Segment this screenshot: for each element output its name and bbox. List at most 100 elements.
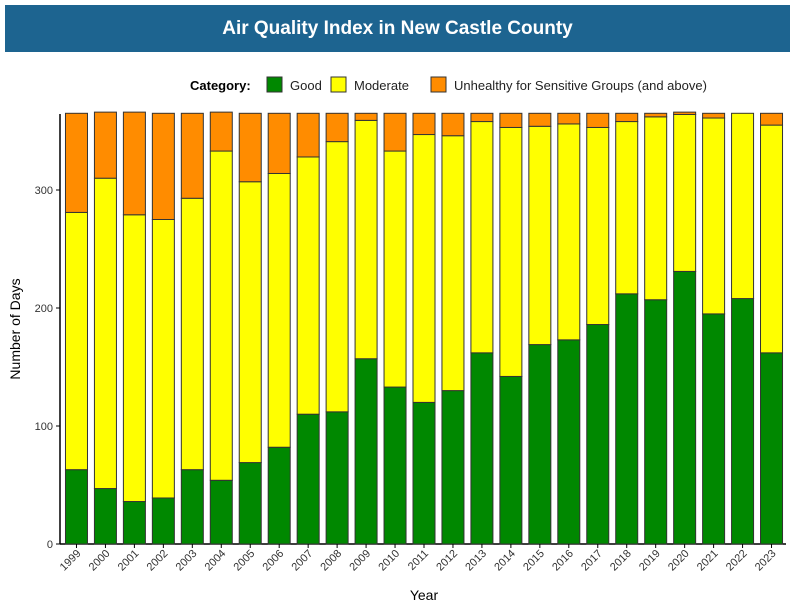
bar-moderate-2005 [238, 181, 262, 464]
x-tick-label: 2004 [203, 548, 229, 574]
bar-moderate-2016 [557, 123, 581, 341]
legend-label-2: Moderate [354, 78, 409, 93]
bar-good-2008 [325, 411, 349, 545]
bar-unhealthy-2016 [557, 112, 581, 125]
bar-moderate-2021 [702, 117, 726, 315]
x-tick-label: 2020 [666, 548, 692, 574]
bar-good-2012 [441, 390, 465, 545]
bar-good-2018 [615, 293, 639, 545]
bar-unhealthy-2007 [296, 112, 320, 158]
legend-swatch-1 [266, 76, 283, 93]
x-tick-label: 2008 [318, 548, 344, 574]
x-tick-label: 2003 [174, 548, 200, 574]
x-tick-label: 2016 [550, 548, 576, 574]
bar-unhealthy-2018 [615, 112, 639, 123]
x-tick-label: 2018 [608, 548, 634, 574]
y-axis-title: Number of Days [7, 278, 23, 379]
bar-moderate-2007 [296, 156, 320, 415]
bar-good-2009 [354, 358, 378, 545]
bar-good-2019 [644, 299, 668, 545]
x-tick-label: 2002 [145, 548, 171, 574]
bar-good-2003 [180, 469, 204, 545]
bar-unhealthy-2014 [499, 112, 523, 128]
x-tick-label: 2012 [434, 548, 460, 574]
x-tick-label: 2009 [347, 548, 373, 574]
bar-moderate-2022 [731, 112, 755, 300]
bar-moderate-2003 [180, 197, 204, 471]
bar-good-2023 [760, 352, 784, 545]
bar-good-2010 [383, 386, 407, 545]
bar-unhealthy-2017 [586, 112, 610, 128]
legend-title: Category: [190, 78, 251, 93]
x-tick-label: 2011 [406, 548, 431, 573]
x-tick-label: 2017 [579, 548, 605, 574]
bar-unhealthy-2021 [702, 112, 726, 119]
x-tick-label: 2023 [753, 548, 779, 574]
bar-moderate-2001 [122, 214, 146, 503]
bar-unhealthy-2004 [209, 111, 233, 152]
x-tick-label: 2010 [376, 548, 402, 574]
bar-unhealthy-2009 [354, 112, 378, 121]
x-tick-label: 2021 [695, 548, 721, 574]
legend-swatch-2 [330, 76, 347, 93]
legend-label-1: Good [290, 78, 322, 93]
bar-good-2016 [557, 339, 581, 545]
x-tick-label: 2013 [463, 548, 489, 574]
legend-swatch-3 [430, 76, 447, 93]
bar-good-2000 [93, 488, 117, 545]
bar-unhealthy-2005 [238, 112, 262, 183]
bar-moderate-2012 [441, 135, 465, 392]
y-tick-label: 0 [47, 539, 53, 551]
bar-unhealthy-2002 [151, 112, 175, 220]
x-tick-label: 2007 [289, 548, 315, 574]
bar-unhealthy-1999 [64, 112, 88, 213]
bar-moderate-2010 [383, 150, 407, 388]
bar-unhealthy-2001 [122, 111, 146, 216]
bar-good-2002 [151, 497, 175, 545]
bar-good-2014 [499, 375, 523, 545]
x-tick-label: 2019 [637, 548, 663, 574]
x-tick-label: 2005 [232, 548, 258, 574]
x-tick-label: 2014 [492, 548, 518, 574]
bar-moderate-2002 [151, 219, 175, 499]
bar-unhealthy-2010 [383, 112, 407, 152]
legend-label-3: Unhealthy for Sensitive Groups (and abov… [454, 78, 707, 93]
bar-moderate-2004 [209, 150, 233, 481]
chart-title: Air Quality Index in New Castle County [5, 5, 790, 52]
x-tick-label: 2022 [724, 548, 750, 574]
bar-good-2020 [673, 270, 697, 545]
bar-good-2022 [731, 298, 755, 545]
bar-good-2005 [238, 462, 262, 545]
bar-moderate-2008 [325, 141, 349, 413]
bar-unhealthy-2003 [180, 112, 204, 199]
bar-unhealthy-2015 [528, 112, 552, 127]
x-axis-title: Year [410, 587, 439, 603]
x-tick-label: 2000 [87, 548, 113, 574]
bar-good-2011 [412, 401, 436, 545]
y-tick-label: 300 [35, 185, 53, 197]
bar-moderate-2020 [673, 113, 697, 272]
x-tick-label: 2006 [261, 548, 287, 574]
y-tick-label: 100 [35, 421, 53, 433]
bar-unhealthy-2006 [267, 112, 291, 174]
bar-unhealthy-2013 [470, 112, 494, 123]
bar-unhealthy-2020 [673, 111, 697, 115]
bar-moderate-2015 [528, 125, 552, 346]
bar-moderate-2011 [412, 134, 436, 403]
y-tick-label: 200 [35, 303, 53, 315]
bar-good-2001 [122, 501, 146, 545]
bar-moderate-2000 [93, 177, 117, 490]
bar-unhealthy-2008 [325, 112, 349, 143]
bar-good-2013 [470, 352, 494, 545]
bar-unhealthy-2000 [93, 111, 117, 179]
bar-good-2006 [267, 446, 291, 545]
bar-moderate-2023 [760, 124, 784, 354]
x-tick-label: 1999 [58, 548, 84, 574]
bar-good-2007 [296, 413, 320, 545]
bar-unhealthy-2019 [644, 112, 668, 118]
bar-unhealthy-2023 [760, 112, 784, 126]
bar-unhealthy-2012 [441, 112, 465, 137]
bar-good-2017 [586, 324, 610, 545]
bar-moderate-2014 [499, 126, 523, 377]
